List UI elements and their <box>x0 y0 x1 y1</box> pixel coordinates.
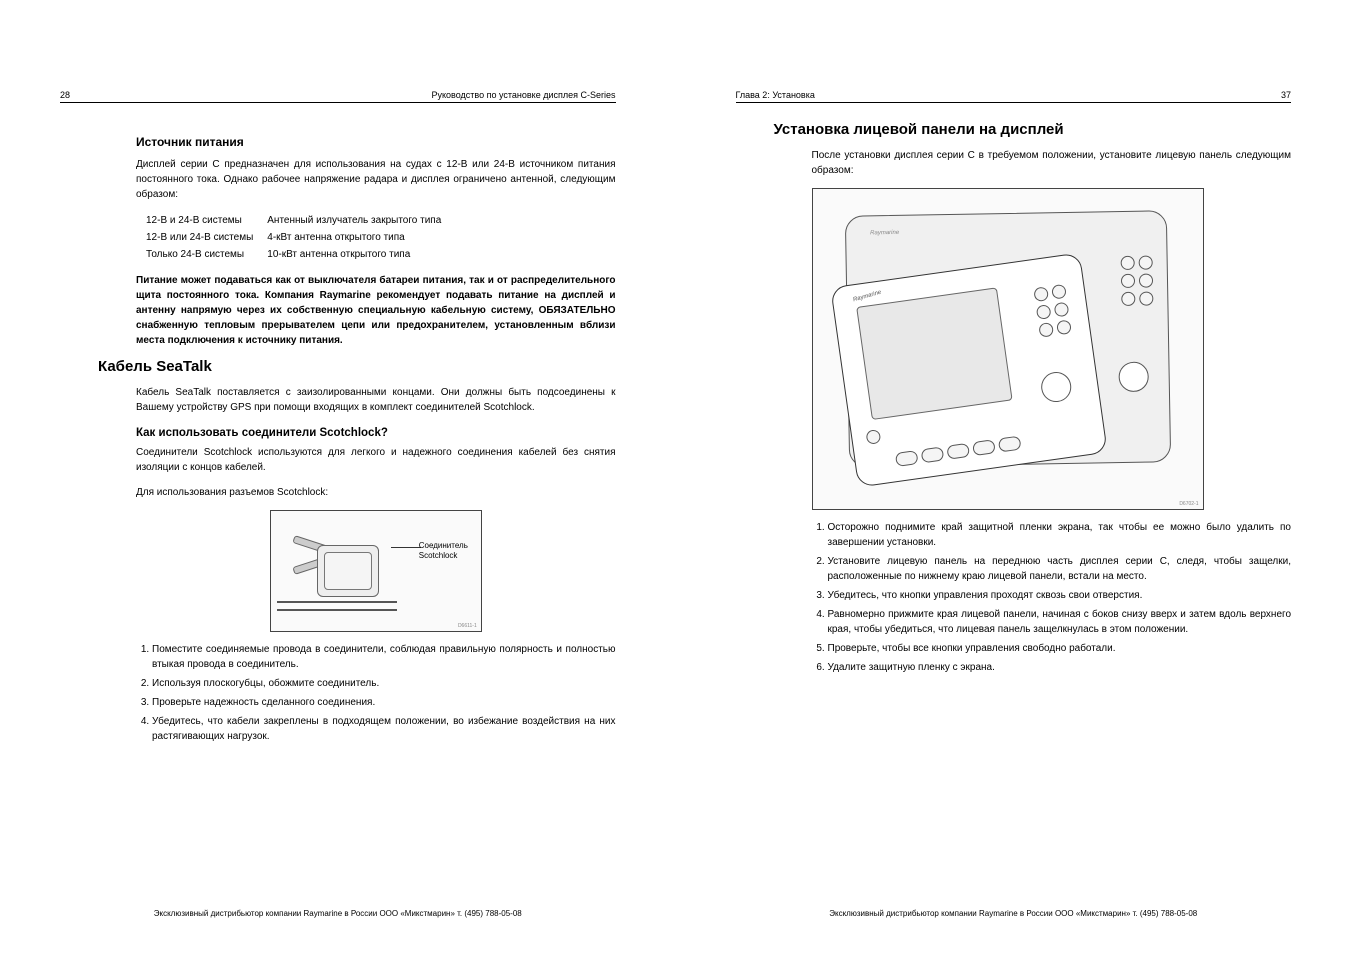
brand-label-front: Raymarine <box>852 290 882 304</box>
bezel-install-heading: Установка лицевой панели на дисплей <box>774 121 1292 138</box>
table-cell: 12-В и 24-В системы <box>146 212 267 229</box>
scotchlock-illustration: Соединитель Scotchlock D6611-1 <box>270 510 482 632</box>
power-intro: Дисплей серии C предназначен для использ… <box>136 157 616 202</box>
header-title-right: Глава 2: Установка <box>736 90 815 100</box>
page-spread: 28 Руководство по установке дисплея C-Se… <box>0 0 1351 954</box>
left-content: Источник питания Дисплей серии C предназ… <box>60 121 616 358</box>
scotchlock-p2: Для использования разъемов Scotchlock: <box>136 485 616 500</box>
scotchlock-p1: Соединители Scotchlock используются для … <box>136 445 616 475</box>
footer-right: Эксклюзивный дистрибьютор компании Rayma… <box>676 909 1351 918</box>
scotchlock-heading: Как использовать соединители Scotchlock? <box>136 427 616 439</box>
list-item: Равномерно прижмите края лицевой панели,… <box>828 607 1292 637</box>
table-row: 12-В и 24-В системы Антенный излучатель … <box>146 212 455 229</box>
right-content: После установки дисплея серии C в требуе… <box>736 148 1292 679</box>
list-item: Проверьте надежность сделанного соединен… <box>152 695 616 710</box>
page-number-left: 28 <box>60 90 70 100</box>
connector-icon <box>317 545 379 597</box>
table-cell: 10-кВт антенна открытого типа <box>267 246 455 263</box>
bezel-illustration: Raymarine Raymarine <box>812 188 1204 510</box>
list-item: Поместите соединяемые провода в соединит… <box>152 642 616 672</box>
illustration-id: D6611-1 <box>458 623 477 629</box>
screen-icon <box>856 287 1012 420</box>
knob-icon <box>1039 370 1073 404</box>
back-button-holes <box>1120 255 1153 306</box>
left-content-cable-body: Кабель SeaTalk поставляется с заизолиров… <box>60 385 616 748</box>
left-content-cable: Кабель SeaTalk <box>60 358 616 385</box>
list-item: Убедитесь, что кнопки управления проходя… <box>828 588 1292 603</box>
table-cell: 12-В или 24-В системы <box>146 229 267 246</box>
page-right-header: Глава 2: Установка 37 <box>736 90 1292 103</box>
page-left: 28 Руководство по установке дисплея C-Se… <box>0 0 676 954</box>
leader-line-icon <box>391 547 421 548</box>
bezel-steps: Осторожно поднимите край защитной пленки… <box>812 520 1292 675</box>
wire-icon <box>277 609 397 611</box>
power-button-icon <box>865 429 881 445</box>
table-cell: Антенный излучатель закрытого типа <box>267 212 455 229</box>
seatalk-intro: Кабель SeaTalk поставляется с заизолиров… <box>136 385 616 415</box>
power-source-heading: Источник питания <box>136 135 616 149</box>
wire-icon <box>277 601 397 603</box>
front-bezel-icon: Raymarine <box>830 252 1108 487</box>
list-item: Осторожно поднимите край защитной пленки… <box>828 520 1292 550</box>
seatalk-heading: Кабель SeaTalk <box>98 358 616 375</box>
footer-left: Эксклюзивный дистрибьютор компании Rayma… <box>0 909 676 918</box>
list-item: Удалите защитную пленку с экрана. <box>828 660 1292 675</box>
connector-label: Соединитель Scotchlock <box>419 541 475 560</box>
list-item: Убедитесь, что кабели закреплены в подхо… <box>152 714 616 744</box>
table-row: 12-В или 24-В системы 4-кВт антенна откр… <box>146 229 455 246</box>
right-heading-block: Установка лицевой панели на дисплей <box>736 121 1292 148</box>
illustration-id-right: D6702-1 <box>1179 501 1198 507</box>
header-title-left: Руководство по установке дисплея C-Serie… <box>432 90 616 100</box>
power-table: 12-В и 24-В системы Антенный излучатель … <box>146 212 455 263</box>
knob-hole-icon <box>1118 362 1149 393</box>
page-left-header: 28 Руководство по установке дисплея C-Se… <box>60 90 616 103</box>
brand-label-back: Raymarine <box>870 230 899 237</box>
bezel-bottom-buttons <box>894 436 1021 467</box>
page-number-right: 37 <box>1281 90 1291 100</box>
bezel-intro: После установки дисплея серии C в требуе… <box>812 148 1292 178</box>
power-warning: Питание может подаваться как от выключат… <box>136 273 616 348</box>
table-row: Только 24-В системы 10-кВт антенна откры… <box>146 246 455 263</box>
table-cell: Только 24-В системы <box>146 246 267 263</box>
page-right: Глава 2: Установка 37 Установка лицевой … <box>676 0 1351 954</box>
scotchlock-steps: Поместите соединяемые провода в соединит… <box>136 642 616 744</box>
table-cell: 4-кВт антенна открытого типа <box>267 229 455 246</box>
bezel-side-buttons <box>1033 284 1072 338</box>
list-item: Проверьте, чтобы все кнопки управления с… <box>828 641 1292 656</box>
list-item: Используя плоскогубцы, обожмите соединит… <box>152 676 616 691</box>
list-item: Установите лицевую панель на переднюю ча… <box>828 554 1292 584</box>
